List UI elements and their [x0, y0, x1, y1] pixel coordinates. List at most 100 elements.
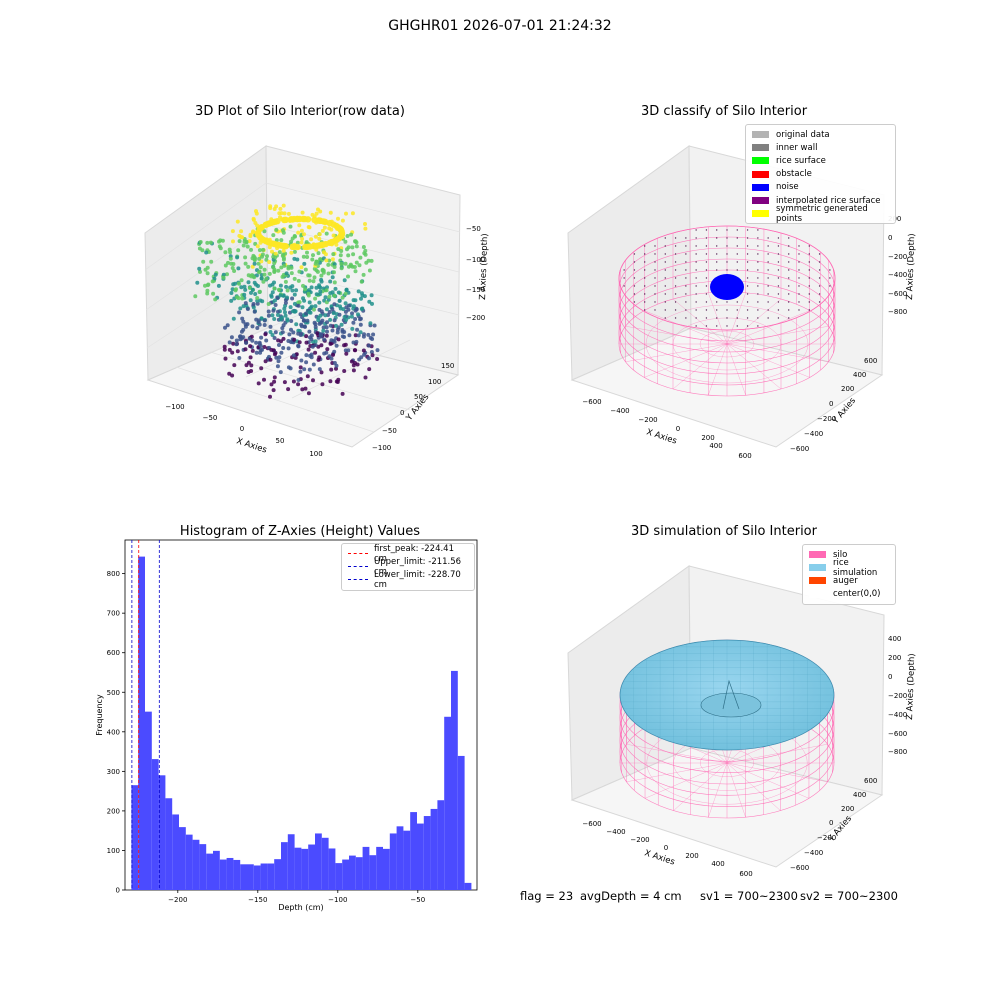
interp-point	[746, 285, 749, 287]
data-point	[352, 348, 357, 353]
legend-entry: interpolated rice surface	[752, 194, 889, 207]
data-point	[332, 302, 337, 307]
data-point	[243, 347, 248, 352]
data-point	[276, 242, 284, 249]
data-point	[359, 279, 364, 284]
interp-point	[767, 293, 769, 295]
interp-point	[674, 269, 677, 271]
hist-bar	[410, 812, 417, 890]
data-point	[303, 267, 308, 272]
interp-point	[705, 253, 708, 255]
data-point	[312, 275, 317, 280]
hist-ytick-label: 200	[107, 807, 120, 815]
data-point	[296, 230, 301, 235]
data-point	[254, 340, 259, 345]
data-point	[316, 357, 321, 362]
data-point	[222, 347, 227, 352]
interp-point	[644, 261, 646, 263]
data-point	[316, 251, 321, 256]
legend-label: Lower_limit: -228.70 cm	[374, 569, 461, 590]
data-point	[288, 216, 296, 223]
data-point	[208, 240, 213, 245]
interp-point	[726, 309, 728, 311]
data-point	[234, 342, 239, 347]
interp-point	[726, 229, 728, 231]
data-point	[340, 391, 345, 396]
interp-point	[736, 317, 738, 319]
hist-ylabel: Frequency	[95, 694, 104, 736]
plot4-legend: silo rice simulation auger center(0,0)	[802, 544, 896, 605]
p1-ytick: 0	[400, 409, 404, 417]
data-point	[346, 274, 350, 279]
data-point	[331, 252, 336, 257]
data-point	[252, 261, 257, 266]
data-point	[249, 363, 254, 368]
data-point	[270, 313, 275, 318]
hist-bar	[342, 859, 349, 890]
data-point	[257, 289, 262, 294]
data-point	[335, 380, 340, 384]
data-point	[235, 255, 240, 260]
data-point	[323, 313, 328, 318]
data-point	[281, 228, 285, 233]
data-point	[319, 273, 324, 278]
data-point	[271, 388, 276, 393]
data-point	[328, 210, 333, 215]
interp-point	[726, 325, 728, 327]
data-point	[367, 367, 372, 372]
interp-point	[798, 301, 800, 303]
interp-point	[777, 285, 780, 287]
interp-point	[664, 253, 666, 255]
p1-xtick: −50	[203, 414, 218, 422]
p2-xtick: 400	[709, 442, 722, 450]
interp-point	[757, 293, 759, 295]
data-point	[280, 330, 285, 335]
data-point	[302, 318, 306, 323]
data-point	[290, 284, 295, 289]
interp-point	[705, 245, 708, 247]
data-point	[260, 252, 265, 257]
data-point	[284, 271, 289, 276]
data-point	[368, 335, 373, 340]
data-point	[266, 302, 271, 306]
hist-bar	[267, 863, 275, 890]
data-point	[369, 258, 374, 263]
data-point	[286, 211, 291, 216]
interp-point	[695, 245, 697, 247]
data-point	[294, 288, 299, 293]
data-point	[282, 263, 287, 268]
interp-point	[644, 245, 646, 247]
interp-point	[633, 277, 636, 279]
data-point	[351, 363, 356, 368]
data-point	[262, 272, 267, 277]
data-point	[239, 235, 244, 240]
interp-point	[644, 253, 646, 255]
data-point	[273, 251, 278, 256]
data-point	[220, 238, 225, 243]
data-point	[272, 352, 277, 357]
data-point	[342, 315, 347, 319]
legend-line	[348, 566, 368, 568]
hist-vlines	[131, 540, 160, 890]
data-point	[283, 310, 287, 315]
hist-ytick-label: 500	[107, 689, 120, 697]
hist-bar	[240, 864, 247, 890]
data-point	[313, 296, 318, 301]
hist-ytick-label: 400	[107, 728, 120, 736]
data-point	[330, 275, 335, 280]
interp-point	[674, 317, 677, 319]
data-point	[296, 303, 301, 308]
interp-point	[736, 269, 738, 271]
data-point	[251, 217, 256, 222]
data-point	[299, 240, 304, 245]
interp-point	[685, 293, 687, 295]
interp-point	[746, 245, 749, 247]
data-point	[279, 350, 284, 355]
data-point	[213, 297, 218, 302]
data-point	[349, 359, 354, 364]
data-point	[305, 318, 310, 323]
legend-label: Upper_limit: -211.56 cm	[374, 556, 462, 577]
interp-point	[633, 261, 636, 263]
data-point	[259, 366, 264, 371]
data-point	[321, 325, 326, 330]
